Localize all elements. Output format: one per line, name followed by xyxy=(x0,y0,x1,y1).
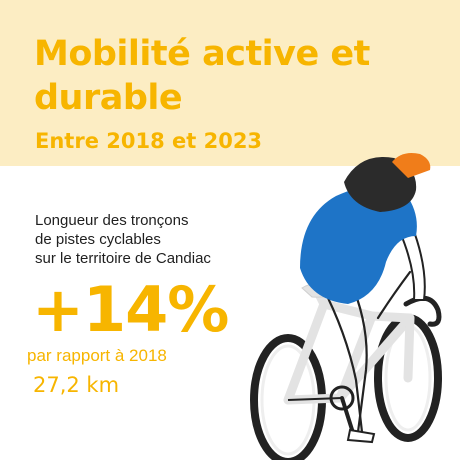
page-subtitle: Entre 2018 et 2023 xyxy=(35,129,263,153)
header-band xyxy=(0,0,460,166)
page-title: Mobilité active et durable xyxy=(34,34,370,118)
helmet-icon xyxy=(392,153,431,178)
stat-comparison: par rapport à 2018 xyxy=(27,346,167,365)
rider-jersey xyxy=(300,185,417,304)
rider-arm xyxy=(398,224,426,301)
stat-description-line: de pistes cyclables xyxy=(35,231,161,248)
rider-shoes xyxy=(346,428,376,444)
stat-description: Longueur des tronçons de pistes cyclable… xyxy=(35,211,285,268)
stat-length-value: 27,2 km xyxy=(33,373,120,397)
stat-description-line: Longueur des tronçons xyxy=(35,212,189,229)
stat-change-value: +14% xyxy=(32,273,229,346)
stat-description-line: sur le territoire de Candiac xyxy=(35,250,211,267)
rider-hair xyxy=(344,157,417,212)
